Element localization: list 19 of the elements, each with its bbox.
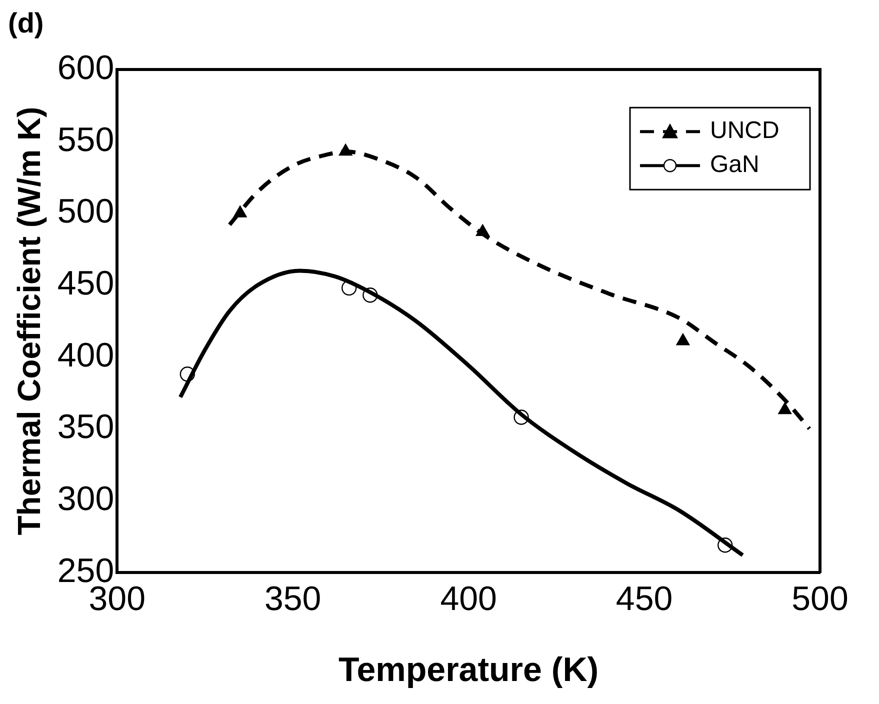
legend-label: GaN bbox=[710, 151, 760, 178]
y-tick-label: 300 bbox=[57, 480, 114, 518]
x-tick-label: 450 bbox=[616, 580, 673, 618]
y-tick-label: 600 bbox=[57, 48, 114, 87]
legend-label: UNCD bbox=[710, 117, 780, 144]
x-tick-label: 400 bbox=[440, 580, 497, 618]
point bbox=[676, 334, 690, 346]
y-tick-label: 450 bbox=[57, 264, 114, 302]
point bbox=[778, 402, 792, 414]
x-tick-label: 350 bbox=[264, 580, 322, 618]
chart-title: (d) bbox=[8, 8, 44, 39]
y-axis-title: Thermal Coefficient (W/m K) bbox=[11, 106, 48, 536]
y-tick-label: 550 bbox=[57, 120, 114, 159]
x-axis-title: Temperature (K) bbox=[338, 650, 599, 689]
x-tick-label: 500 bbox=[792, 580, 848, 618]
y-tick-label: 500 bbox=[57, 192, 114, 231]
line-series bbox=[178, 268, 745, 558]
y-tick-label: 350 bbox=[57, 408, 114, 446]
y-tick-label: 400 bbox=[57, 336, 114, 374]
